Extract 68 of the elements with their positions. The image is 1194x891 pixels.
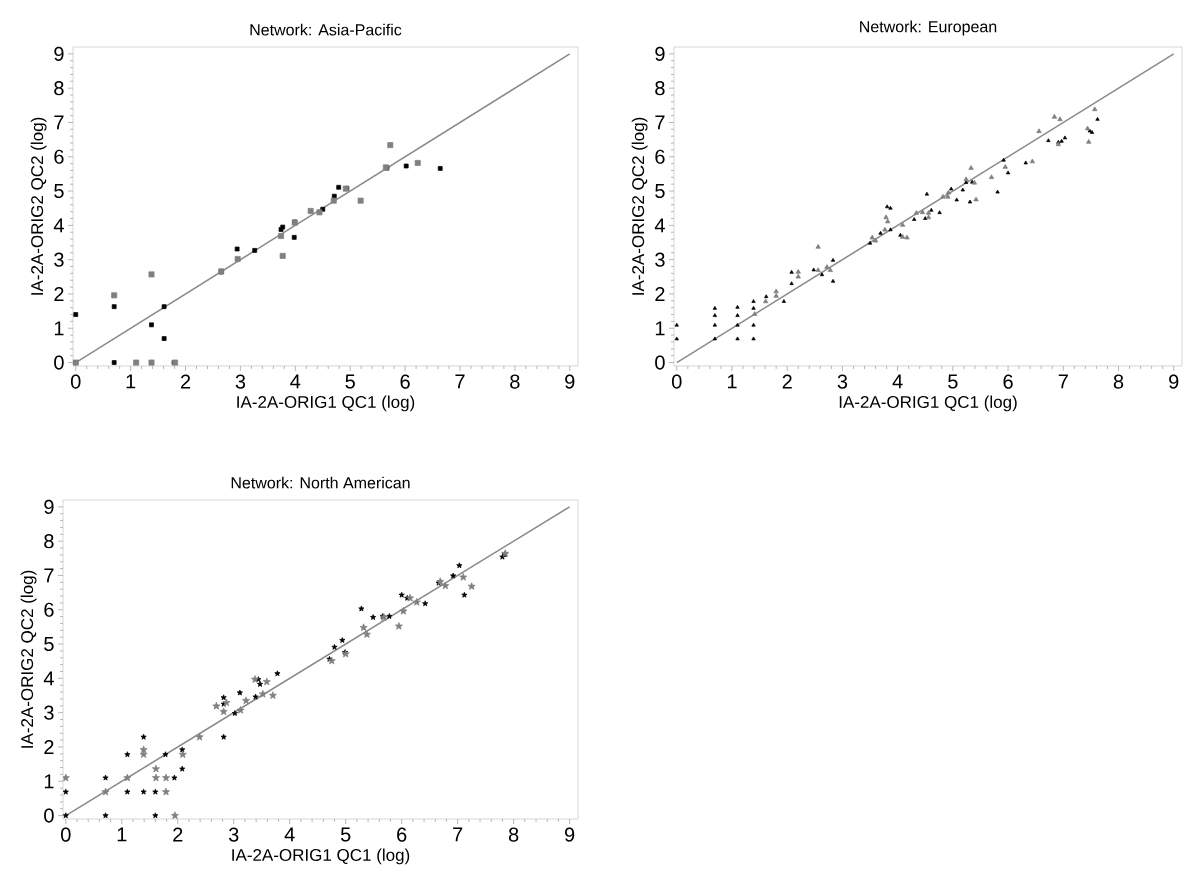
x-tick-label: 6 <box>400 374 410 389</box>
y-tick-label: 8 <box>44 534 54 549</box>
y-axis-title: IA-2A-ORIG2 QC2 (log) <box>30 117 47 295</box>
x-tick-label: 7 <box>455 374 465 389</box>
y-tick-label: 7 <box>44 568 54 583</box>
x-tick-label: 3 <box>228 827 239 842</box>
x-tick-label: 2 <box>173 827 183 842</box>
y-tick-label: 1 <box>655 321 665 336</box>
y-tick-label: 8 <box>655 81 665 96</box>
y-tick-label: 5 <box>54 184 64 199</box>
y-axis-title: IA-2A-ORIG2 QC2 (log) <box>631 117 648 295</box>
x-tick-label: 8 <box>510 374 520 389</box>
y-tick-label: 4 <box>654 218 665 233</box>
x-tick-label: 5 <box>948 374 958 389</box>
y-axis-title: IA-2A-ORIG2 QC2 (log) <box>20 570 37 748</box>
y-tick-label: 7 <box>54 115 64 130</box>
y-tick-label: 2 <box>44 739 54 754</box>
y-tick-label: 5 <box>44 637 54 652</box>
x-tick-label: 8 <box>1113 374 1124 389</box>
y-tick-label: 4 <box>53 218 64 233</box>
x-tick-label: 2 <box>782 374 792 389</box>
x-tick-label: 2 <box>180 374 191 389</box>
y-tick-label: 5 <box>655 184 665 199</box>
y-tick-label: 9 <box>54 46 64 61</box>
x-axis-title: IA-2A-ORIG1 QC1 (log) <box>839 395 1017 412</box>
x-tick-label: 6 <box>397 827 407 842</box>
x-tick-label: 4 <box>290 374 301 389</box>
y-tick-label: 6 <box>54 149 64 164</box>
y-tick-label: 3 <box>655 252 665 267</box>
x-axis-title: IA-2A-ORIG1 QC1 (log) <box>232 848 410 865</box>
x-tick-label: 9 <box>1169 374 1179 389</box>
x-tick-label: 4 <box>284 827 295 842</box>
x-tick-label: 1 <box>117 827 127 842</box>
y-tick-label: 0 <box>54 355 64 370</box>
x-tick-label: 0 <box>671 374 682 389</box>
x-tick-label: 5 <box>340 827 351 842</box>
x-tick-label: 4 <box>892 374 903 389</box>
y-tick-label: 6 <box>655 149 665 164</box>
x-tick-label: 1 <box>727 374 737 389</box>
chart-title: Network: Asia-Pacific <box>250 23 402 36</box>
y-tick-label: 3 <box>44 705 54 720</box>
y-tick-label: 3 <box>54 252 64 267</box>
x-tick-label: 6 <box>1003 374 1013 389</box>
chart-title: Network: European <box>860 20 997 36</box>
x-tick-label: 3 <box>235 374 246 389</box>
y-tick-label: 2 <box>54 286 64 301</box>
x-tick-label: 0 <box>70 374 81 389</box>
x-tick-label: 9 <box>565 374 575 389</box>
y-tick-label: 9 <box>655 46 665 61</box>
y-tick-label: 7 <box>655 115 665 130</box>
chart-title: Network: North American <box>231 476 410 489</box>
x-tick-label: 3 <box>837 374 848 389</box>
x-tick-label: 1 <box>126 374 136 389</box>
x-axis-title: IA-2A-ORIG1 QC1 (log) <box>237 395 415 412</box>
y-tick-label: 9 <box>44 499 54 514</box>
x-tick-label: 9 <box>564 827 575 842</box>
y-tick-label: 2 <box>655 286 665 301</box>
x-tick-label: 7 <box>1058 374 1068 389</box>
y-tick-label: 0 <box>44 808 54 823</box>
y-tick-label: 0 <box>655 355 665 370</box>
x-tick-label: 5 <box>345 374 355 389</box>
y-tick-label: 4 <box>43 671 54 686</box>
y-tick-label: 1 <box>44 774 54 789</box>
x-tick-label: 8 <box>508 827 519 842</box>
y-tick-label: 1 <box>54 321 64 336</box>
y-tick-label: 6 <box>44 602 54 617</box>
y-tick-label: 8 <box>54 81 64 96</box>
x-tick-label: 7 <box>453 827 463 842</box>
